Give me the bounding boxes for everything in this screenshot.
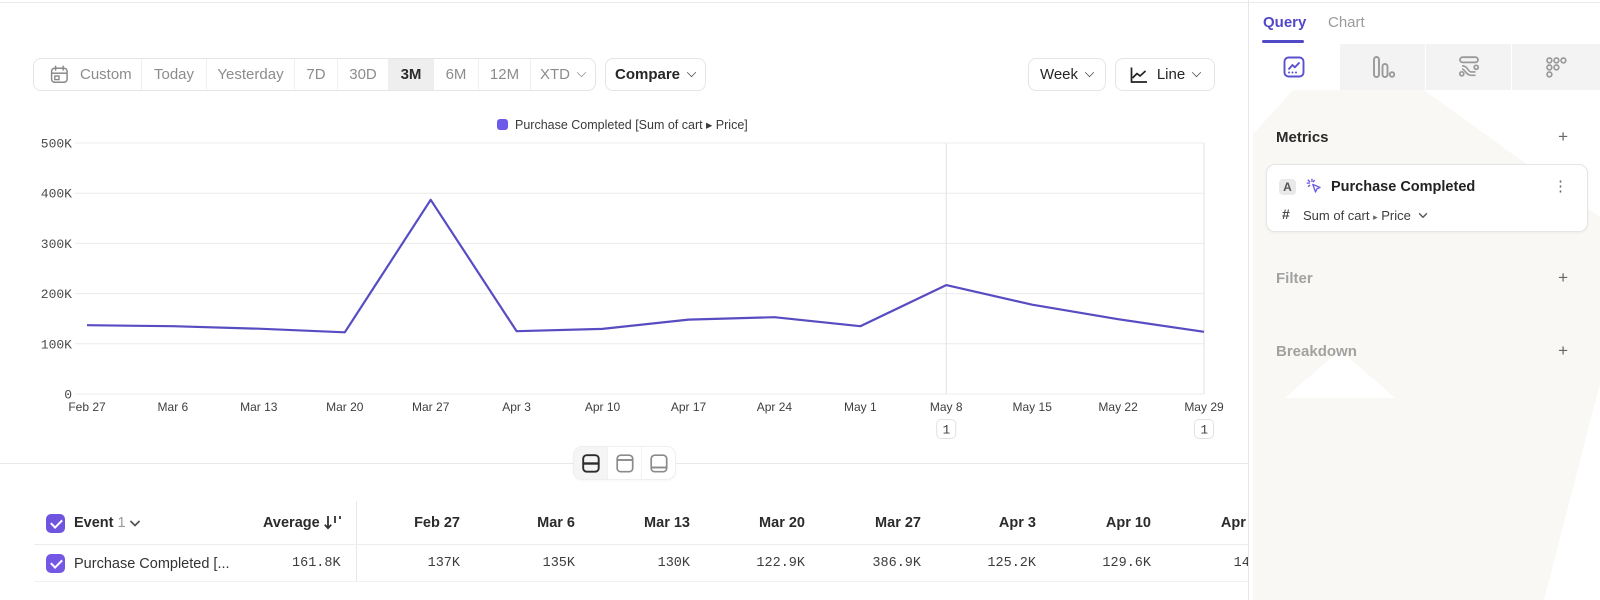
svg-text:May 8: May 8	[930, 400, 963, 414]
svg-text:200K: 200K	[41, 287, 72, 302]
svg-text:300K: 300K	[41, 237, 72, 252]
svg-text:1: 1	[1200, 424, 1208, 438]
svg-text:Mar 13: Mar 13	[240, 400, 278, 414]
svg-text:Apr 3: Apr 3	[502, 400, 531, 414]
svg-text:Mar 6: Mar 6	[158, 400, 189, 414]
svg-text:May 29: May 29	[1184, 400, 1224, 414]
svg-text:Apr 24: Apr 24	[757, 400, 793, 414]
svg-text:500K: 500K	[41, 137, 72, 152]
svg-text:400K: 400K	[41, 187, 72, 202]
svg-text:May 22: May 22	[1098, 400, 1138, 414]
svg-text:0: 0	[64, 388, 72, 403]
svg-text:Mar 27: Mar 27	[412, 400, 450, 414]
svg-text:100K: 100K	[41, 337, 72, 352]
svg-text:May 15: May 15	[1013, 400, 1053, 414]
svg-text:Apr 17: Apr 17	[671, 400, 707, 414]
svg-text:Feb 27: Feb 27	[68, 400, 106, 414]
svg-text:Mar 20: Mar 20	[326, 400, 364, 414]
svg-text:May 1: May 1	[844, 400, 877, 414]
svg-text:1: 1	[943, 424, 951, 438]
svg-text:Apr 10: Apr 10	[585, 400, 621, 414]
